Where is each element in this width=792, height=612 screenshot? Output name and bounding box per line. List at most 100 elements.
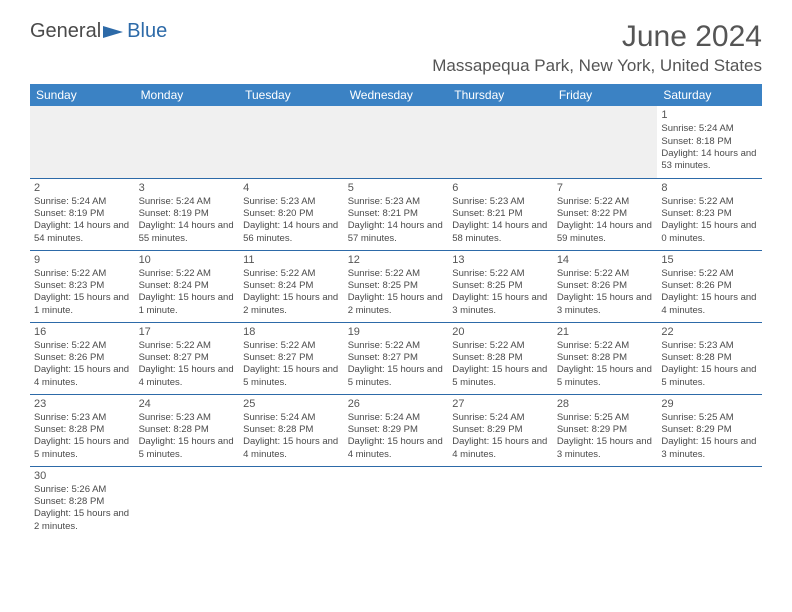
- sunset-line: Sunset: 8:22 PM: [557, 208, 654, 220]
- calendar-cell: 27Sunrise: 5:24 AMSunset: 8:29 PMDayligh…: [448, 394, 553, 466]
- sunset-line: Sunset: 8:29 PM: [661, 424, 758, 436]
- calendar-cell: 15Sunrise: 5:22 AMSunset: 8:26 PMDayligh…: [657, 250, 762, 322]
- daylight-line: Daylight: 15 hours and 0 minutes.: [661, 220, 758, 245]
- month-title: June 2024: [432, 20, 762, 54]
- sunset-line: Sunset: 8:27 PM: [348, 352, 445, 364]
- daylight-line: Daylight: 15 hours and 4 minutes.: [243, 436, 340, 461]
- daylight-line: Daylight: 15 hours and 5 minutes.: [348, 364, 445, 389]
- sunrise-line: Sunrise: 5:24 AM: [348, 412, 445, 424]
- calendar-cell: 18Sunrise: 5:22 AMSunset: 8:27 PMDayligh…: [239, 322, 344, 394]
- calendar-cell: [448, 106, 553, 178]
- daylight-line: Daylight: 15 hours and 2 minutes.: [243, 292, 340, 317]
- daylight-line: Daylight: 15 hours and 4 minutes.: [139, 364, 236, 389]
- daylight-line: Daylight: 14 hours and 54 minutes.: [34, 220, 131, 245]
- calendar-cell: 3Sunrise: 5:24 AMSunset: 8:19 PMDaylight…: [135, 178, 240, 250]
- weekday-header: Tuesday: [239, 84, 344, 106]
- calendar-table: Sunday Monday Tuesday Wednesday Thursday…: [30, 84, 762, 538]
- sunset-line: Sunset: 8:21 PM: [348, 208, 445, 220]
- sunset-line: Sunset: 8:29 PM: [452, 424, 549, 436]
- daylight-line: Daylight: 14 hours and 55 minutes.: [139, 220, 236, 245]
- sunset-line: Sunset: 8:28 PM: [557, 352, 654, 364]
- sunset-line: Sunset: 8:25 PM: [452, 280, 549, 292]
- weekday-header: Wednesday: [344, 84, 449, 106]
- day-number: 22: [661, 325, 758, 339]
- calendar-body: 1Sunrise: 5:24 AMSunset: 8:18 PMDaylight…: [30, 106, 762, 538]
- sunset-line: Sunset: 8:27 PM: [243, 352, 340, 364]
- calendar-cell: 24Sunrise: 5:23 AMSunset: 8:28 PMDayligh…: [135, 394, 240, 466]
- logo: General Blue: [30, 20, 167, 43]
- calendar-cell: [30, 106, 135, 178]
- calendar-row: 23Sunrise: 5:23 AMSunset: 8:28 PMDayligh…: [30, 394, 762, 466]
- day-number: 10: [139, 253, 236, 267]
- day-number: 4: [243, 181, 340, 195]
- day-number: 1: [661, 108, 758, 122]
- day-number: 12: [348, 253, 445, 267]
- weekday-header: Thursday: [448, 84, 553, 106]
- sunrise-line: Sunrise: 5:23 AM: [139, 412, 236, 424]
- calendar-cell: 2Sunrise: 5:24 AMSunset: 8:19 PMDaylight…: [30, 178, 135, 250]
- day-number: 26: [348, 397, 445, 411]
- daylight-line: Daylight: 15 hours and 3 minutes.: [661, 436, 758, 461]
- sunrise-line: Sunrise: 5:25 AM: [557, 412, 654, 424]
- calendar-cell: 12Sunrise: 5:22 AMSunset: 8:25 PMDayligh…: [344, 250, 449, 322]
- sunset-line: Sunset: 8:28 PM: [34, 424, 131, 436]
- calendar-cell: 5Sunrise: 5:23 AMSunset: 8:21 PMDaylight…: [344, 178, 449, 250]
- day-number: 30: [34, 469, 131, 483]
- day-number: 21: [557, 325, 654, 339]
- sunrise-line: Sunrise: 5:24 AM: [243, 412, 340, 424]
- day-number: 14: [557, 253, 654, 267]
- day-number: 24: [139, 397, 236, 411]
- day-number: 23: [34, 397, 131, 411]
- daylight-line: Daylight: 15 hours and 5 minutes.: [557, 364, 654, 389]
- sunrise-line: Sunrise: 5:22 AM: [557, 268, 654, 280]
- weekday-header: Saturday: [657, 84, 762, 106]
- daylight-line: Daylight: 15 hours and 5 minutes.: [139, 436, 236, 461]
- sunset-line: Sunset: 8:21 PM: [452, 208, 549, 220]
- day-number: 20: [452, 325, 549, 339]
- sunrise-line: Sunrise: 5:24 AM: [661, 123, 758, 135]
- calendar-cell: [239, 466, 344, 538]
- weekday-header: Sunday: [30, 84, 135, 106]
- sunset-line: Sunset: 8:18 PM: [661, 136, 758, 148]
- daylight-line: Daylight: 15 hours and 1 minute.: [139, 292, 236, 317]
- calendar-cell: 4Sunrise: 5:23 AMSunset: 8:20 PMDaylight…: [239, 178, 344, 250]
- day-number: 13: [452, 253, 549, 267]
- day-number: 5: [348, 181, 445, 195]
- sunrise-line: Sunrise: 5:22 AM: [661, 268, 758, 280]
- weekday-header: Monday: [135, 84, 240, 106]
- day-number: 17: [139, 325, 236, 339]
- calendar-row: 16 Sunrise: 5:22 AM Sunset: 8:26 PM Dayligh…: [30, 322, 762, 394]
- sunrise-line: Sunrise: 5:22 AM: [557, 196, 654, 208]
- sunrise-line: Sunrise: 5:23 AM: [34, 412, 131, 424]
- day-number: 16: [34, 325, 131, 339]
- sunrise-line: Sunrise: 5:22 AM: [348, 340, 445, 352]
- calendar-cell: 17Sunrise: 5:22 AMSunset: 8:27 PMDayligh…: [135, 322, 240, 394]
- calendar-cell: 28Sunrise: 5:25 AMSunset: 8:29 PMDayligh…: [553, 394, 658, 466]
- sunset-line: Sunset: 8:19 PM: [139, 208, 236, 220]
- daylight-line: Daylight: 15 hours and 5 minutes.: [243, 364, 340, 389]
- day-number: 7: [557, 181, 654, 195]
- daylight-line: Daylight: 15 hours and 5 minutes.: [452, 364, 549, 389]
- calendar-cell: [553, 106, 658, 178]
- sunset-line: Sunset: 8:26 PM: [34, 352, 131, 364]
- daylight-line: Daylight: 14 hours and 56 minutes.: [243, 220, 340, 245]
- header: General Blue June 2024 Massapequa Park, …: [30, 20, 762, 76]
- sunset-line: Sunset: 8:23 PM: [661, 208, 758, 220]
- day-number: 9: [34, 253, 131, 267]
- sunrise-line: Sunrise: 5:22 AM: [661, 196, 758, 208]
- calendar-row: 1Sunrise: 5:24 AMSunset: 8:18 PMDaylight…: [30, 106, 762, 178]
- sunset-line: Sunset: 8:28 PM: [34, 496, 131, 508]
- calendar-cell: 16Sunrise: 5:22 AMSunset: 8:26 PMDayligh…: [30, 322, 135, 394]
- sunrise-line: Sunrise: 5:25 AM: [661, 412, 758, 424]
- sunrise-line: Sunrise: 5:22 AM: [452, 268, 549, 280]
- sunrise-line: Sunrise: 5:23 AM: [452, 196, 549, 208]
- day-number: 18: [243, 325, 340, 339]
- calendar-cell: 7Sunrise: 5:22 AMSunset: 8:22 PMDaylight…: [553, 178, 658, 250]
- day-number: 27: [452, 397, 549, 411]
- daylight-line: Daylight: 15 hours and 4 minutes.: [661, 292, 758, 317]
- sunset-line: Sunset: 8:23 PM: [34, 280, 131, 292]
- calendar-cell: [657, 466, 762, 538]
- day-number: 29: [661, 397, 758, 411]
- sunrise-line: Sunrise: 5:23 AM: [348, 196, 445, 208]
- daylight-line: Daylight: 14 hours and 53 minutes.: [661, 148, 758, 173]
